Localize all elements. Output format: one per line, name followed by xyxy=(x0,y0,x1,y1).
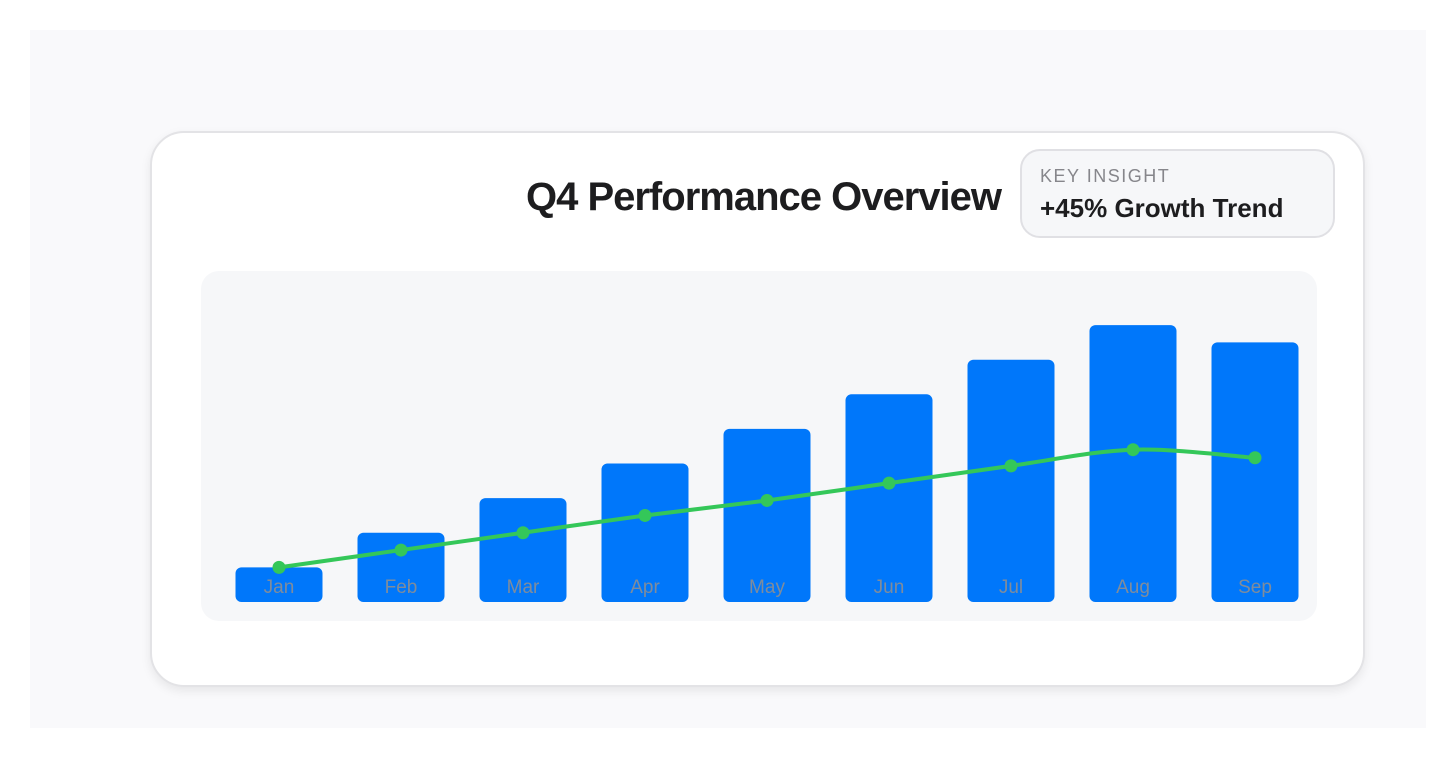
trend-point-apr xyxy=(638,508,652,522)
page-background: Q4 Performance Overview KEY INSIGHT +45%… xyxy=(30,30,1426,728)
trend-point-feb xyxy=(394,543,408,557)
bar-jun xyxy=(845,394,933,602)
key-insight-label: KEY INSIGHT xyxy=(1040,166,1171,186)
x-tick-label-apr: Apr xyxy=(630,577,660,598)
trend-point-mar xyxy=(516,526,530,540)
x-tick-label-jan: Jan xyxy=(264,577,295,598)
bar-line-chart: Jan Feb Mar Apr May Jun Jul Aug Sep xyxy=(235,325,1299,602)
x-tick-label-feb: Feb xyxy=(385,577,418,598)
bar-apr xyxy=(601,463,689,602)
bars-layer xyxy=(235,325,1299,602)
x-axis-labels: Jan Feb Mar Apr May Jun Jul Aug Sep xyxy=(264,577,1272,598)
bar-may xyxy=(723,428,811,602)
chart-area: Jan Feb Mar Apr May Jun Jul Aug Sep xyxy=(201,271,1317,621)
bar-sep xyxy=(1211,342,1299,602)
x-tick-label-jul: Jul xyxy=(999,577,1023,598)
x-tick-label-may: May xyxy=(749,577,785,598)
x-tick-label-aug: Aug xyxy=(1116,577,1150,598)
page-title: Q4 Performance Overview xyxy=(525,175,1002,219)
trend-point-jun xyxy=(882,476,896,490)
key-insight-value: +45% Growth Trend xyxy=(1040,193,1284,223)
bar-jan xyxy=(235,567,323,602)
x-tick-label-mar: Mar xyxy=(507,577,540,598)
x-tick-label-sep: Sep xyxy=(1238,577,1272,598)
trend-point-may xyxy=(760,493,774,507)
key-insight-badge: KEY INSIGHT +45% Growth Trend xyxy=(1020,149,1335,238)
trend-line-layer xyxy=(272,443,1262,574)
trend-point-aug xyxy=(1126,443,1140,457)
bar-mar xyxy=(479,498,567,602)
chart-card: Q4 Performance Overview KEY INSIGHT +45%… xyxy=(150,131,1365,687)
trend-point-sep xyxy=(1248,451,1262,465)
trend-point-jul xyxy=(1004,459,1018,473)
bar-jul xyxy=(967,359,1055,602)
trend-point-jan xyxy=(272,560,286,574)
bar-feb xyxy=(357,532,445,602)
x-tick-label-jun: Jun xyxy=(874,577,905,598)
bar-aug xyxy=(1089,325,1177,602)
